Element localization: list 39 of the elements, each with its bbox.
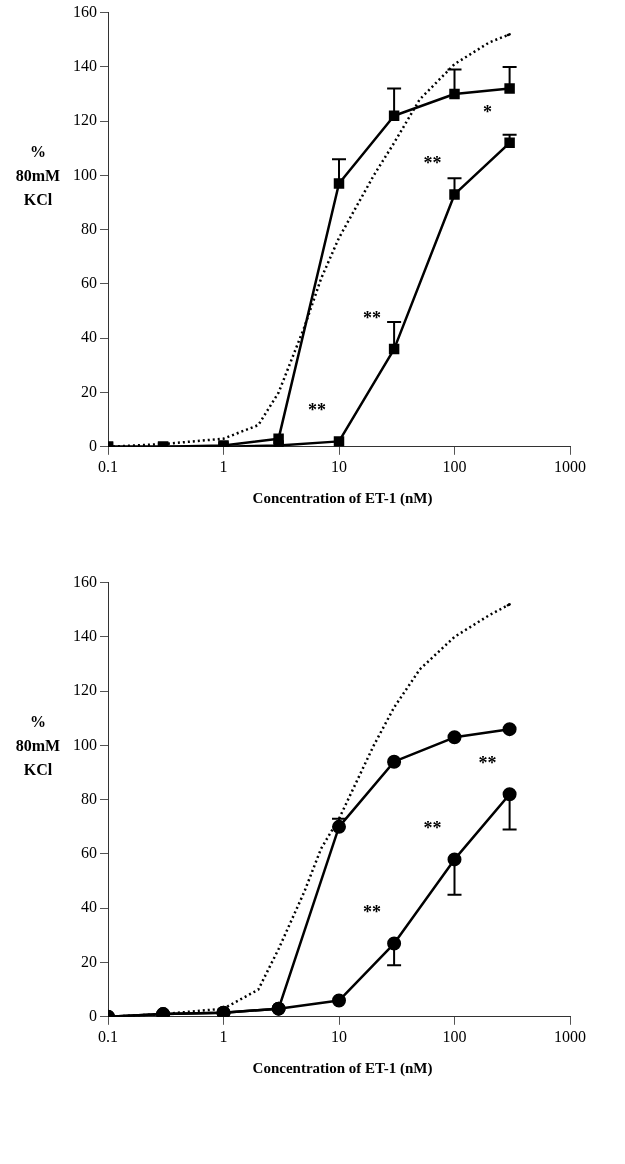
y-tick-label: 120 bbox=[73, 681, 97, 699]
x-tick-label: 100 bbox=[442, 457, 467, 475]
x-tick-label: 1 bbox=[219, 457, 228, 475]
x-tick-label: 100 bbox=[442, 1027, 467, 1045]
y-tick-label: 80 bbox=[81, 789, 97, 807]
annotation: * bbox=[483, 101, 493, 122]
y-tick-label: 40 bbox=[81, 898, 97, 916]
y-tick-label: 120 bbox=[73, 111, 97, 129]
x-tick-label: 10 bbox=[331, 1027, 347, 1045]
y-tick-label: 0 bbox=[89, 1007, 97, 1024]
y-tick-label: 160 bbox=[73, 572, 97, 590]
y-tick-label: 20 bbox=[81, 952, 97, 970]
x-axis-title: Concentration of ET-1 (nM) bbox=[251, 1060, 434, 1077]
x-axis-title: Concentration of ET-1 (nM) bbox=[251, 490, 434, 507]
annotation: ** bbox=[363, 902, 382, 923]
x-tick-label: 10 bbox=[331, 457, 347, 475]
y-axis-title: % 80mM KCl bbox=[14, 712, 62, 780]
y-tick-label: 140 bbox=[73, 57, 97, 75]
y-tick-label: 60 bbox=[81, 844, 97, 862]
x-tick-label: 1000 bbox=[554, 1027, 586, 1045]
annotation: ** bbox=[423, 818, 442, 839]
y-tick-label: 60 bbox=[81, 274, 97, 292]
y-tick-label: 140 bbox=[73, 627, 97, 645]
annotation: ** bbox=[308, 400, 326, 421]
x-tick-label: 0.1 bbox=[98, 457, 118, 475]
y-tick-label: 100 bbox=[73, 735, 97, 753]
x-tick-label: 1000 bbox=[554, 457, 586, 475]
y-tick-label: 100 bbox=[73, 165, 97, 183]
y-tick-label: 0 bbox=[89, 437, 97, 454]
x-tick-label: 1 bbox=[219, 1027, 228, 1045]
y-axis-title: % 80mM KCl bbox=[14, 142, 62, 210]
annotation: ** bbox=[423, 153, 442, 174]
y-tick-label: 20 bbox=[81, 382, 97, 400]
x-tick-label: 0.1 bbox=[98, 1027, 118, 1045]
y-tick-label: 80 bbox=[81, 219, 97, 237]
y-tick-label: 40 bbox=[81, 328, 97, 346]
annotation: ** bbox=[363, 307, 382, 328]
y-tick-label: 160 bbox=[73, 2, 97, 20]
annotation: ** bbox=[478, 752, 497, 773]
